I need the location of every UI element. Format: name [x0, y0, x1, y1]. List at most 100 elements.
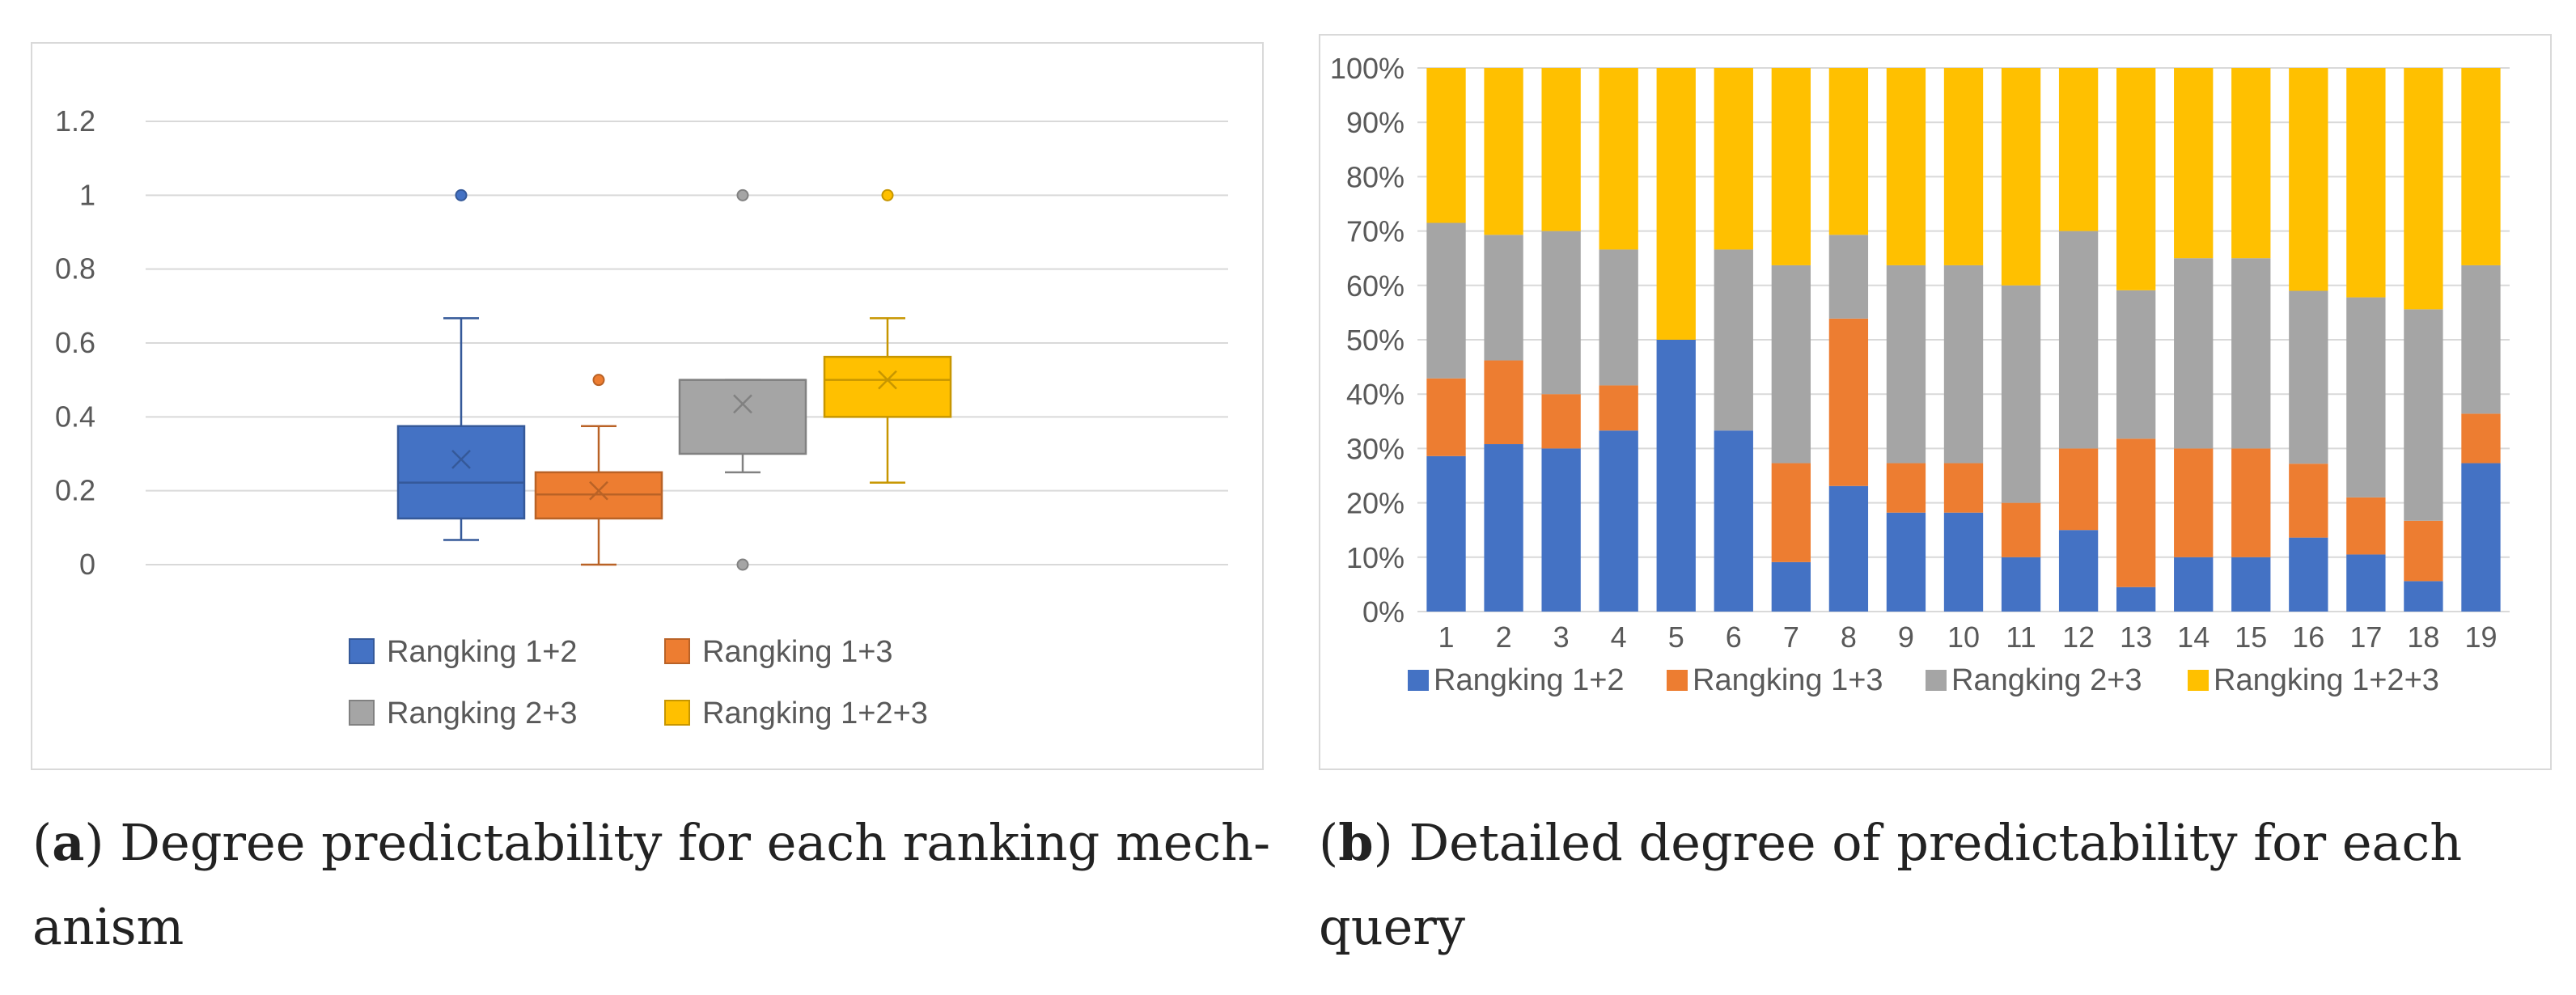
x-tick-label: 11	[2006, 620, 2036, 654]
caption-a: (a) Degree predictability for each ranki…	[32, 801, 1278, 969]
stacked-bar-segment	[2058, 530, 2099, 612]
stacked-bar-segment	[2174, 557, 2214, 612]
box-mean-marker	[733, 394, 752, 414]
legend-swatch	[349, 700, 375, 726]
stacked-bar-segment	[1943, 512, 1984, 612]
stacked-bar-segment	[2404, 68, 2443, 310]
stacked-bar-segment	[2058, 448, 2099, 531]
y-tick-label: 0%	[1362, 595, 1405, 629]
x-tick-label: 18	[2407, 620, 2439, 654]
stacked-bar-segment	[1541, 68, 1581, 231]
legend-label: Rangking 1+2+3	[702, 696, 928, 730]
y-tick-label: 1.2	[55, 104, 95, 138]
stacked-bar-segment	[1886, 265, 1926, 464]
x-tick-label: 5	[1668, 620, 1684, 654]
stacked-bar-segment	[1771, 265, 1811, 464]
stacked-bar-segment	[2116, 438, 2156, 587]
legend-swatch	[349, 638, 375, 664]
stacked-bar-panel: 0% 10% 20% 30% 40% 50% 60% 70% 80% 90% 100% 1 2 3 4 5 6 7…	[1319, 34, 2552, 770]
stacked-bar-segment	[2461, 413, 2501, 464]
stacked-bar-segment	[1484, 360, 1523, 445]
legend-swatch	[664, 700, 690, 726]
stacked-bar-segment	[1771, 561, 1811, 612]
stacked-bar-segment	[2461, 463, 2501, 612]
stacked-bar-segment	[1943, 463, 1984, 513]
x-tick-label: 10	[1947, 620, 1980, 654]
stacked-bar-segment	[1599, 385, 1638, 431]
stacked-bar-segment	[1714, 249, 1753, 431]
box-mean-marker	[451, 449, 471, 469]
legend-label: Rangking 2+3	[387, 696, 578, 730]
stacked-bar-segment	[2174, 448, 2214, 557]
y-tick-label: 0	[79, 548, 95, 581]
box-outlier-point	[455, 188, 468, 201]
stacked-bar-segment	[1943, 68, 1984, 265]
caption-b-open: (	[1319, 813, 1339, 872]
y-tick-label: 20%	[1346, 487, 1405, 520]
stacked-bar-segment	[2404, 581, 2443, 612]
box-body	[678, 379, 807, 455]
y-tick-label: 60%	[1346, 269, 1405, 303]
stacked-bar-segment	[2346, 554, 2386, 612]
legend-swatch	[1667, 670, 1688, 691]
stacked-bar-segment	[2231, 68, 2271, 259]
y-tick-label: 80%	[1346, 160, 1405, 193]
stacked-bar-segment	[2289, 464, 2328, 538]
y-tick-label: 40%	[1346, 378, 1405, 411]
stacked-bar-segment	[2346, 497, 2386, 555]
legend-swatch	[2188, 670, 2209, 691]
legend-label: Rangking 1+2	[387, 635, 578, 669]
stacked-bar-segment	[1828, 68, 1869, 235]
stacked-bar-segment	[1484, 444, 1523, 612]
caption-a-open: (	[32, 813, 53, 872]
stacked-bar-segment	[1599, 249, 1638, 386]
x-tick-label: 14	[2177, 620, 2210, 654]
stacked-bar-segment	[2346, 68, 2386, 298]
stacked-bar-segment	[2231, 448, 2271, 557]
stacked-bar-segment	[1828, 318, 1869, 486]
stacked-bar-segment	[1541, 448, 1581, 612]
x-tick-label: 19	[2464, 620, 2497, 654]
legend-label: Rangking 1+2+3	[2214, 663, 2439, 697]
y-tick-label: 90%	[1346, 106, 1405, 139]
box-outlier-point	[592, 374, 605, 387]
stacked-bar-segment	[1599, 68, 1638, 250]
legend-swatch	[664, 638, 690, 664]
stacked-bar-segment	[1426, 222, 1466, 379]
stacked-bar-segment	[1943, 265, 1984, 464]
stacked-bar-segment	[2404, 520, 2443, 582]
x-tick-label: 16	[2292, 620, 2324, 654]
stacked-bar-segment	[2116, 68, 2156, 290]
stacked-bar-segment	[2058, 68, 2099, 231]
stacked-bar-segment	[2058, 231, 2099, 449]
y-tick-label: 30%	[1346, 432, 1405, 465]
x-tick-label: 7	[1783, 620, 1799, 654]
box-plot-chart: 0 0.2 0.4 0.6 0.8 1 1.2 Rangking 1+2 Rangking 1+…	[55, 104, 1228, 730]
stacked-bar-segment	[2116, 290, 2156, 439]
x-tick-label: 9	[1898, 620, 1914, 654]
legend-label: Rangking 2+3	[1951, 663, 2142, 697]
box-outlier-point	[736, 188, 749, 201]
x-tick-label: 15	[2235, 620, 2267, 654]
y-tick-label: 100%	[1330, 52, 1405, 85]
stacked-bar-segment	[2289, 537, 2328, 612]
box-outlier-point	[736, 558, 749, 571]
stacked-bar-segment	[1541, 394, 1581, 449]
y-tick-label: 70%	[1346, 215, 1405, 248]
stacked-bar-segment	[1426, 378, 1466, 456]
y-tick-label: 0.2	[55, 474, 95, 507]
x-tick-label: 17	[2349, 620, 2382, 654]
stacked-bar-segment	[2001, 285, 2041, 503]
stacked-bar-segment	[2346, 297, 2386, 498]
stacked-bar-segment	[1771, 463, 1811, 562]
stacked-bar-segment	[1886, 512, 1926, 612]
stacked-bar-segment	[2461, 68, 2501, 265]
legend-swatch	[1926, 670, 1947, 691]
stacked-bar-segment	[1771, 68, 1811, 265]
caption-a-label: a	[52, 813, 85, 872]
x-tick-label: 6	[1726, 620, 1742, 654]
x-tick-label: 12	[2062, 620, 2095, 654]
legend-label: Rangking 1+2	[1434, 663, 1625, 697]
stacked-bar-segment	[1484, 68, 1523, 235]
x-tick-label: 3	[1553, 620, 1570, 654]
